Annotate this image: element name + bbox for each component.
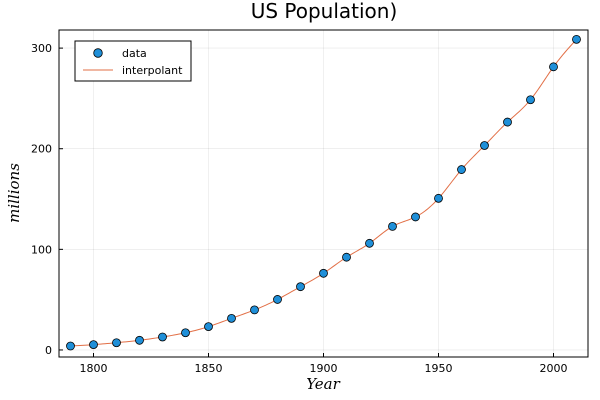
data-point: [480, 141, 489, 150]
x-tick-label: 2000: [540, 362, 568, 375]
x-tick-label: 1900: [310, 362, 338, 375]
legend-box: [74, 40, 192, 82]
data-point: [319, 268, 328, 278]
data-point: [89, 340, 98, 350]
data-point: [572, 34, 581, 44]
tick-layer: 1800 1850 1900 1950 2000 0 100 200 300: [31, 42, 568, 375]
y-tick-label: 0: [45, 344, 52, 357]
data-point: [112, 338, 121, 348]
data-point: [250, 305, 259, 315]
data-point: [526, 95, 535, 105]
data-point: [549, 62, 558, 72]
legend-interpolant-label: interpolant: [122, 64, 183, 77]
legend: data interpolant: [74, 40, 192, 82]
chart-title: US Population): [251, 0, 398, 23]
data-point: [503, 117, 512, 127]
data-point: [181, 328, 190, 338]
data-point: [158, 332, 167, 342]
data-point: [273, 295, 282, 304]
data-point: [227, 313, 236, 323]
x-tick-label: 1950: [425, 362, 453, 375]
data-point: [411, 212, 420, 222]
data-point: [342, 252, 351, 262]
x-tick-label: 1800: [80, 362, 108, 375]
x-tick-label: 1850: [195, 362, 223, 375]
data-point: [135, 335, 144, 345]
series-layer: [66, 34, 581, 351]
data-point: [388, 222, 397, 231]
legend-data-marker: [93, 48, 103, 58]
data-point: [66, 341, 75, 351]
data-point: [457, 165, 466, 174]
y-tick-label: 100: [31, 243, 52, 256]
data-point: [296, 282, 305, 292]
data-point: [365, 238, 374, 248]
data-point: [434, 193, 443, 203]
y-tick-label: 300: [31, 42, 52, 55]
y-axis-label: millions: [5, 163, 23, 223]
x-axis-label: Year: [306, 375, 340, 393]
y-tick-label: 200: [31, 143, 52, 156]
data-point: [204, 322, 213, 332]
legend-data-label: data: [122, 47, 147, 60]
